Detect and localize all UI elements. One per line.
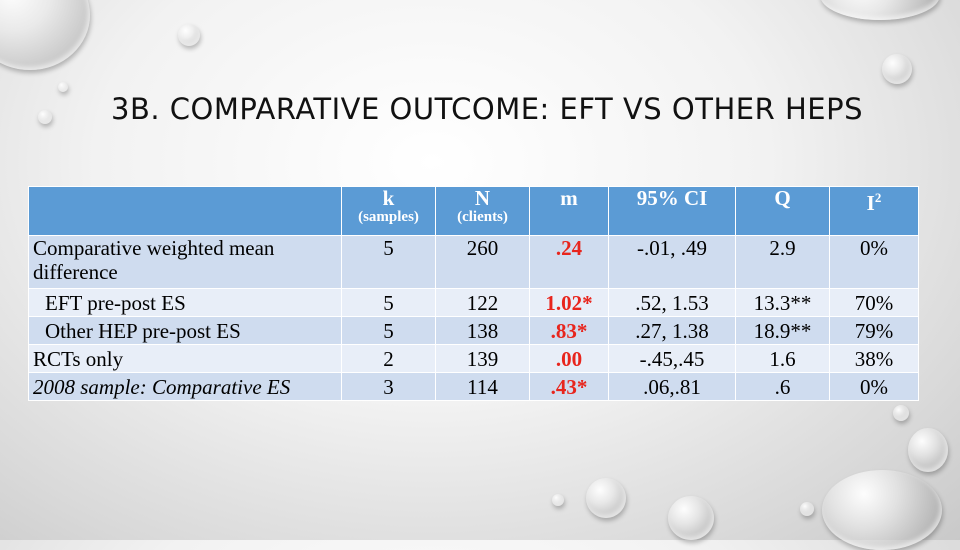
row-label: EFT pre-post ES	[28, 288, 342, 317]
cell-n: 260	[435, 235, 530, 289]
cell-m: .83*	[529, 316, 609, 345]
cell-n: 138	[435, 316, 530, 345]
cell-k: 5	[341, 316, 436, 345]
table-row: RCTs only 2 139 .00 -.45,.45 1.6 38%	[28, 344, 919, 373]
row-label: Other HEP pre-post ES	[28, 316, 342, 345]
water-drop-decoration	[893, 405, 909, 421]
water-drop-decoration	[668, 496, 714, 540]
cell-k: 5	[341, 288, 436, 317]
table-header-row: k (samples) N (clients) m 95% CI Q I2	[28, 186, 919, 236]
cell-q: 13.3**	[735, 288, 830, 317]
header-ci: 95% CI	[608, 186, 736, 236]
table-row: EFT pre-post ES 5 122 1.02* .52, 1.53 13…	[28, 288, 919, 317]
results-table: k (samples) N (clients) m 95% CI Q I2 Co…	[28, 186, 919, 401]
cell-q: 2.9	[735, 235, 830, 289]
cell-m: 1.02*	[529, 288, 609, 317]
cell-i2: 38%	[829, 344, 919, 373]
water-drop-decoration	[552, 494, 564, 506]
cell-ci: .27, 1.38	[608, 316, 736, 345]
header-n: N (clients)	[435, 186, 530, 236]
cell-m: .24	[529, 235, 609, 289]
table-row: 2008 sample: Comparative ES 3 114 .43* .…	[28, 372, 919, 401]
cell-k: 2	[341, 344, 436, 373]
header-k: k (samples)	[341, 186, 436, 236]
header-m: m	[529, 186, 609, 236]
cell-ci: .52, 1.53	[608, 288, 736, 317]
cell-i2: 79%	[829, 316, 919, 345]
water-drop-decoration	[0, 0, 90, 70]
row-label: 2008 sample: Comparative ES	[28, 372, 342, 401]
cell-q: 18.9**	[735, 316, 830, 345]
cell-ci: -.01, .49	[608, 235, 736, 289]
row-label: RCTs only	[28, 344, 342, 373]
cell-i2: 0%	[829, 235, 919, 289]
slide-title: 3B. COMPARATIVE OUTCOME: EFT VS OTHER HE…	[111, 92, 863, 126]
cell-q: 1.6	[735, 344, 830, 373]
water-drop-decoration	[820, 0, 940, 20]
water-drop-decoration	[38, 110, 52, 124]
cell-ci: .06,.81	[608, 372, 736, 401]
header-q: Q	[735, 186, 830, 236]
cell-q: .6	[735, 372, 830, 401]
water-drop-decoration	[178, 24, 200, 46]
cell-m: .43*	[529, 372, 609, 401]
cell-ci: -.45,.45	[608, 344, 736, 373]
row-label: Comparative weighted mean difference	[28, 235, 342, 289]
water-drop-decoration	[800, 502, 814, 516]
water-drop-decoration	[908, 428, 948, 472]
water-drop-decoration	[882, 54, 912, 84]
table-row: Other HEP pre-post ES 5 138 .83* .27, 1.…	[28, 316, 919, 345]
water-drop-decoration	[58, 82, 68, 92]
header-i2: I2	[829, 186, 919, 236]
cell-n: 122	[435, 288, 530, 317]
table-row: Comparative weighted mean difference 5 2…	[28, 235, 919, 289]
cell-m: .00	[529, 344, 609, 373]
cell-i2: 70%	[829, 288, 919, 317]
cell-k: 5	[341, 235, 436, 289]
cell-k: 3	[341, 372, 436, 401]
cell-n: 139	[435, 344, 530, 373]
cell-i2: 0%	[829, 372, 919, 401]
cell-n: 114	[435, 372, 530, 401]
header-label	[28, 186, 342, 236]
water-drop-decoration	[822, 470, 942, 550]
water-drop-decoration	[586, 478, 626, 518]
